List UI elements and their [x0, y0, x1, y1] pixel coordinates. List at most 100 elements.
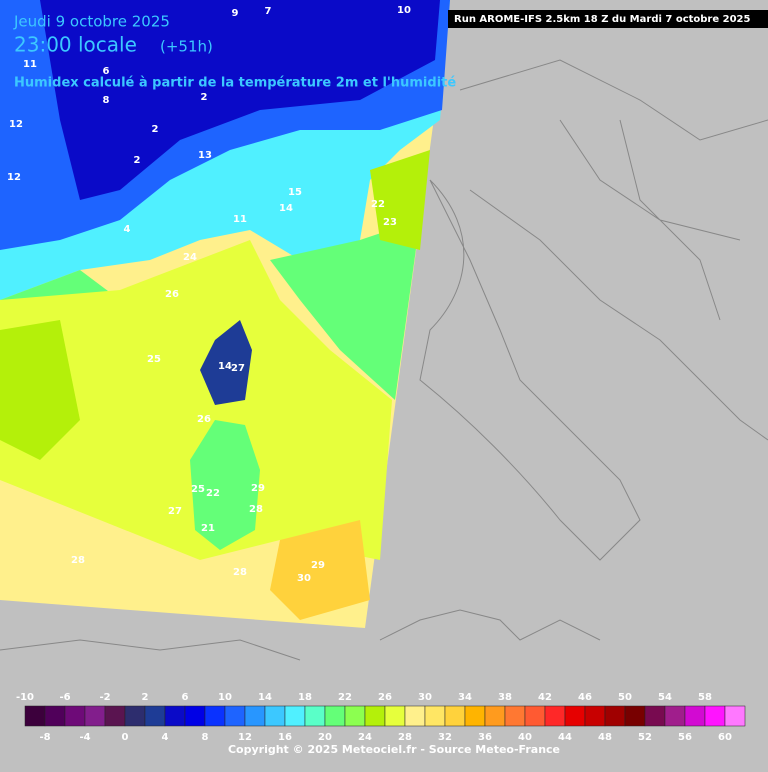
color-swatch [164, 705, 186, 727]
legend-label: 22 [338, 692, 352, 703]
color-swatch [604, 705, 626, 727]
color-swatch [84, 705, 106, 727]
color-swatch [704, 705, 726, 727]
color-swatch [224, 705, 246, 727]
time: 23:00 locale [14, 33, 137, 57]
sardinia [190, 420, 260, 550]
contour-label: 21 [201, 523, 215, 534]
legend-label: 20 [318, 732, 332, 743]
legend-label: 58 [698, 692, 712, 703]
legend-label: 28 [398, 732, 412, 743]
color-swatch [244, 705, 266, 727]
green-area [0, 220, 420, 400]
color-swatch [204, 705, 226, 727]
contour-label: 12 [7, 172, 21, 183]
color-swatch [104, 705, 126, 727]
color-swatch [664, 705, 686, 727]
legend-label: -8 [39, 732, 50, 743]
color-swatch [484, 705, 506, 727]
color-swatch [424, 705, 446, 727]
legend-label: -4 [79, 732, 90, 743]
contour-label: 27 [231, 363, 245, 374]
contour-label: 14 [218, 361, 232, 372]
color-swatch [384, 705, 406, 727]
contour-label: 22 [206, 488, 220, 499]
contour-label: 13 [198, 150, 212, 161]
contour-label: 28 [71, 555, 85, 566]
color-swatch [464, 705, 486, 727]
contour-label: 26 [197, 414, 211, 425]
contour-label: 10 [397, 5, 411, 16]
legend-label: 26 [378, 692, 392, 703]
contour-label: 27 [168, 506, 182, 517]
contour-label: 11 [23, 59, 37, 70]
run-info: Run AROME-IFS 2.5km 18 Z du Mardi 7 octo… [454, 14, 750, 25]
legend-label: 52 [638, 732, 652, 743]
color-swatch [284, 705, 306, 727]
legend-label: 60 [718, 732, 732, 743]
contour-label: 23 [383, 217, 397, 228]
color-swatch [184, 705, 206, 727]
legend-label: -2 [99, 692, 110, 703]
borders [0, 59, 768, 661]
legend-label: 32 [438, 732, 452, 743]
contour-label: 9 [232, 8, 239, 19]
contour-label: 29 [311, 560, 325, 571]
corsica [200, 320, 252, 405]
color-swatch [364, 705, 386, 727]
color-swatch [264, 705, 286, 727]
deep-blue-area [40, 0, 440, 200]
color-swatch [404, 705, 426, 727]
color-swatch [324, 705, 346, 727]
date: Jeudi 9 octobre 2025 [13, 13, 170, 31]
contour-label: 6 [103, 66, 110, 77]
color-swatch [724, 705, 746, 727]
contour-label: 25 [147, 354, 161, 365]
yellow-area [0, 240, 392, 560]
legend-label: 46 [578, 692, 592, 703]
contour-label: 29 [251, 483, 265, 494]
legend-label: 56 [678, 732, 692, 743]
contour-label: 28 [249, 504, 263, 515]
legend: -10 -6 -2 2 6 10 14 18 22 26 30 34 38 42 46 50 54 58-8 -4 0… [16, 692, 746, 743]
color-swatch [124, 705, 146, 727]
contour-label: 11 [233, 214, 247, 225]
legend-label: -10 [16, 692, 34, 703]
legend-label: 16 [278, 732, 292, 743]
legend-label: 18 [298, 692, 312, 703]
subtitle: Humidex calculé à partir de la températu… [14, 76, 456, 91]
legend-label: 44 [558, 732, 572, 743]
legend-label: 4 [162, 732, 169, 743]
legend-label: 14 [258, 692, 272, 703]
legend-label: 30 [418, 692, 432, 703]
legend-label: 2 [142, 692, 149, 703]
contour-label: 2 [201, 92, 208, 103]
contour-label: 14 [279, 203, 293, 214]
color-swatch [684, 705, 706, 727]
color-swatch [564, 705, 586, 727]
legend-label: 10 [218, 692, 232, 703]
legend-label: 12 [238, 732, 252, 743]
orange-area [270, 520, 370, 620]
legend-label: 40 [518, 732, 532, 743]
legend-label: 48 [598, 732, 612, 743]
color-swatch [64, 705, 86, 727]
legend-label: 24 [358, 732, 372, 743]
color-swatch [584, 705, 606, 727]
color-swatch [544, 705, 566, 727]
color-swatch [504, 705, 526, 727]
run-box [448, 10, 768, 28]
color-swatch [624, 705, 646, 727]
contour-label: 25 [191, 484, 205, 495]
color-swatch [344, 705, 366, 727]
contour-label: 2 [134, 155, 141, 166]
legend-label: 6 [182, 692, 189, 703]
contour-label: 30 [297, 573, 311, 584]
legend-label: 42 [538, 692, 552, 703]
legend-label: 0 [122, 732, 129, 743]
color-swatch [144, 705, 166, 727]
contour-label: 22 [371, 199, 385, 210]
